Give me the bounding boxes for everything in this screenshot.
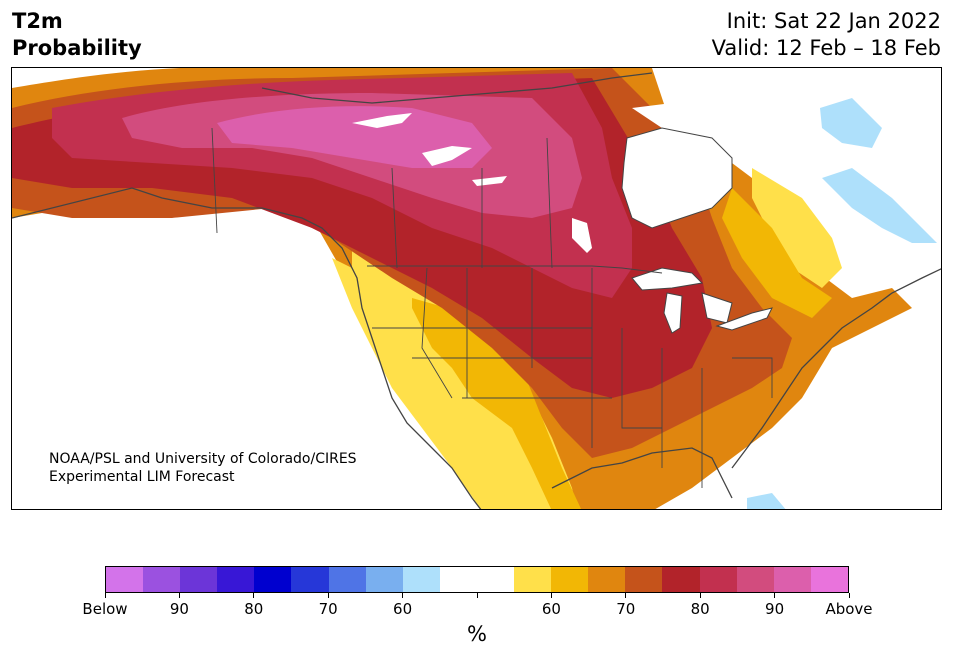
colorbar-tick-mark [104, 593, 106, 598]
colorbar-segment [180, 567, 218, 592]
forecast-map [11, 67, 942, 510]
colorbar-tick-mark [774, 593, 776, 598]
coastline-west [12, 187, 482, 509]
lake-winnipeg [572, 218, 592, 253]
lake-erie-ontario [715, 307, 773, 331]
colorbar-segment [625, 567, 663, 592]
colorbar-segment [439, 567, 477, 592]
colorbar-segment [291, 567, 329, 592]
map-title: T2m Probability [12, 8, 142, 62]
colorbar-tick-mark [699, 593, 701, 598]
lake-athabasca [472, 176, 507, 186]
colorbar-segment [699, 567, 737, 592]
colorbar-segment [328, 567, 366, 592]
shade-yellow-west [332, 258, 512, 509]
colorbar-tick-label: 90 [765, 600, 785, 618]
colorbar-tick-label: 70 [318, 600, 338, 618]
credit-line-1: NOAA/PSL and University of Colorado/CIRE… [49, 451, 357, 467]
colorbar-tick-mark [402, 593, 404, 598]
colorbar-units: % [467, 622, 487, 646]
colorbar-segment [736, 567, 774, 592]
colorbar-tick-mark [178, 593, 180, 598]
shade-magenta [217, 106, 492, 168]
colorbar-tick-mark [253, 593, 255, 598]
colorbar-segment [402, 567, 440, 592]
shade-lightblue-baffin [820, 98, 882, 148]
title-type: Probability [12, 36, 142, 60]
map-canvas [12, 68, 941, 509]
valid-range: Valid: 12 Feb – 18 Feb [711, 36, 941, 60]
init-date: Init: Sat 22 Jan 2022 [726, 9, 941, 33]
colorbar-tick-mark [327, 593, 329, 598]
shade-gold [412, 298, 582, 509]
colorbar-tick-mark [625, 593, 627, 598]
colorbar-segment [662, 567, 700, 592]
colorbar-segment [254, 567, 292, 592]
forecast-dates: Init: Sat 22 Jan 2022 Valid: 12 Feb – 18… [712, 8, 941, 62]
colorbar-segment [365, 567, 403, 592]
colorbar-tick-label: 80 [244, 600, 264, 618]
colorbar-segment [773, 567, 811, 592]
coastline-arctic [261, 72, 653, 104]
colorbar-tick-label: Above [825, 600, 873, 618]
hudson-bay [621, 127, 733, 229]
shade-lightblue-south [747, 493, 786, 509]
coastline-east [731, 268, 941, 469]
colorbar-segment [551, 567, 589, 592]
colorbar-segment [106, 567, 144, 592]
colorbar-tick-label: 80 [690, 600, 710, 618]
coastline-gulf [551, 447, 733, 499]
map-credit: NOAA/PSL and University of Colorado/CIRE… [49, 450, 357, 486]
great-bear-lake [352, 113, 412, 128]
colorbar-segment [514, 567, 552, 592]
title-variable: T2m [12, 9, 63, 33]
lake-superior [631, 267, 704, 291]
probability-colorbar [105, 566, 849, 593]
colorbar-tick-label: 60 [393, 600, 413, 618]
credit-line-2: Experimental LIM Forecast [49, 469, 235, 485]
colorbar-tick-mark [550, 593, 552, 598]
colorbar-segment [476, 567, 515, 592]
colorbar-segment [143, 567, 181, 592]
shade-white-pacific [12, 213, 481, 509]
colorbar-tick-mark [848, 593, 850, 598]
shade-lightblue-labrador [822, 168, 937, 243]
colorbar-tick-mark [476, 593, 478, 598]
colorbar-segment [217, 567, 255, 592]
shade-gold-east [722, 188, 832, 318]
great-slave-lake [422, 146, 472, 166]
lake-michigan [663, 292, 683, 334]
political-borders [211, 127, 773, 488]
colorbar-tick-label: Below [82, 600, 128, 618]
colorbar-segment [588, 567, 626, 592]
colorbar-tick-label: 70 [616, 600, 636, 618]
shade-yellow-east [752, 168, 842, 288]
colorbar-segment [810, 567, 848, 592]
colorbar-tick-label: 90 [169, 600, 189, 618]
colorbar-tick-label: 60 [541, 600, 561, 618]
